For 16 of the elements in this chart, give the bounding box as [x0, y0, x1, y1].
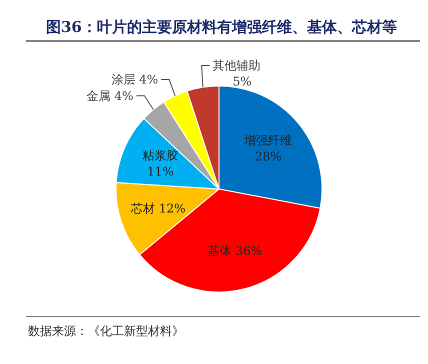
data-label: 28% [254, 149, 282, 164]
data-label: 4% [114, 88, 134, 103]
data-label: 4% [139, 72, 158, 87]
data-label: 5% [232, 74, 252, 89]
data-label: 36% [235, 244, 262, 258]
data-label: 12% [158, 202, 186, 216]
slice-label: 基体 [208, 244, 232, 258]
slice-label: 芯材 [131, 202, 156, 216]
source-note: 数据来源：《化工新型材料》 [28, 323, 185, 340]
slice-label: 其他辅助 [212, 58, 261, 73]
data-label: 11% [147, 164, 174, 179]
slice-label: 金属 [86, 88, 111, 103]
chart-title: 图36：叶片的主要原材料有增强纤维、基体、芯材等 [26, 8, 420, 42]
slice-label: 粘浆胶 [142, 148, 178, 163]
slice-label: 增强纤维 [243, 133, 292, 148]
slice-label: 涂层 [111, 72, 136, 87]
